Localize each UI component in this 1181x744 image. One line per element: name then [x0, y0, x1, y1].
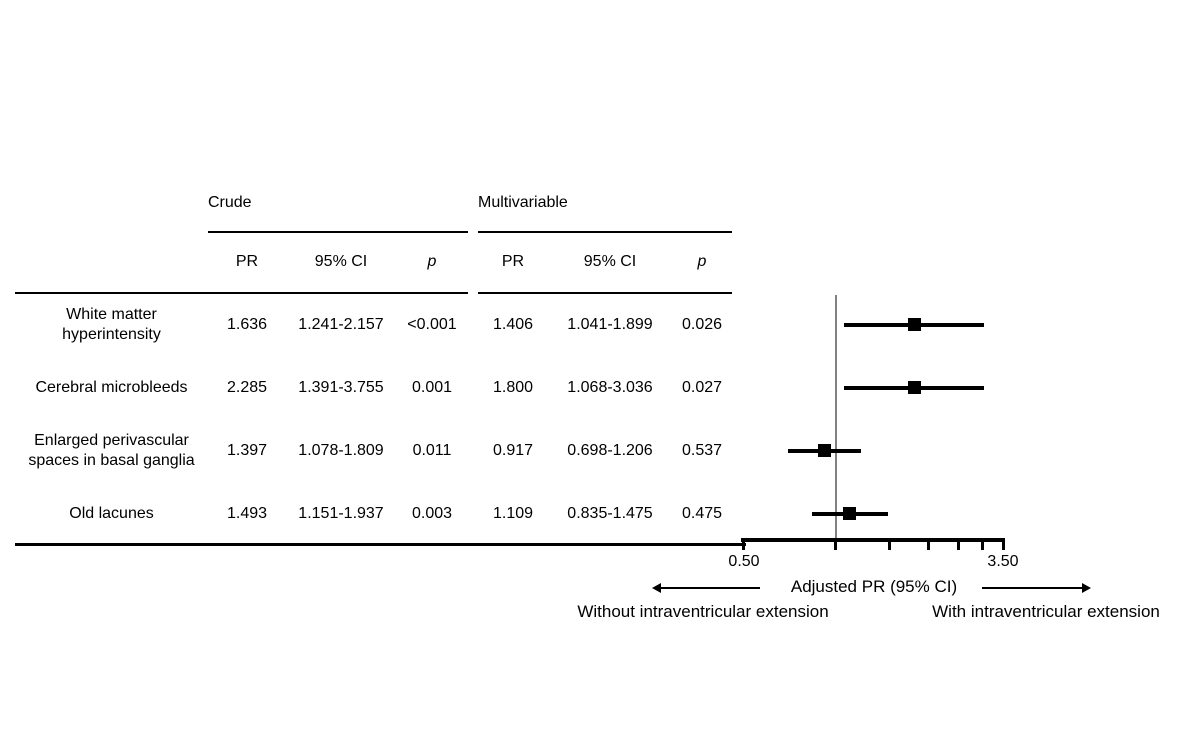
header-rule-left — [15, 292, 468, 294]
multi-ci-value: 0.835-1.475 — [567, 504, 653, 522]
multi-p-value: 0.537 — [681, 441, 723, 459]
multi-pr-value: 1.800 — [492, 378, 534, 396]
multi-ci-value: 0.698-1.206 — [567, 441, 653, 459]
axis-tick — [741, 538, 745, 550]
col-header-crude-p: p — [427, 252, 437, 270]
multi-p-value: 0.027 — [681, 378, 723, 396]
axis-tick — [980, 538, 984, 550]
summary-table: Crude Multivariable PR 95% CI p PR 95% C… — [15, 186, 746, 548]
x-axis — [741, 538, 1005, 542]
multi-pr-value: 0.917 — [492, 441, 534, 459]
table-bottom-rule — [15, 543, 746, 546]
axis-tick — [926, 538, 930, 550]
table-row: Cerebral microbleeds 2.285 1.391-3.755 0… — [15, 356, 732, 419]
point-square — [817, 444, 831, 457]
multi-pr-value: 1.109 — [492, 504, 534, 522]
point-square — [907, 318, 921, 331]
table-row: Old lacunes 1.493 1.151-1.937 0.003 1.10… — [15, 482, 732, 545]
crude-pr-value: 1.493 — [226, 504, 268, 522]
left-arrow-icon — [652, 583, 661, 593]
col-header-multi-ci: 95% CI — [583, 252, 637, 270]
row-label: White matter hyperintensity — [62, 305, 161, 343]
crude-p-value: 0.011 — [412, 441, 452, 459]
multi-p-value: 0.475 — [681, 504, 723, 522]
multi-pr-value: 1.406 — [492, 315, 534, 333]
col-header-multi-pr: PR — [501, 252, 525, 270]
direction-label-left: Without intraventricular extension — [577, 602, 829, 621]
col-header-crude-pr: PR — [235, 252, 259, 270]
direction-label-right: With intraventricular extension — [932, 602, 1160, 621]
header-rule-right — [478, 292, 732, 294]
crude-p-value: <0.001 — [407, 315, 457, 333]
axis-tick — [834, 538, 838, 550]
axis-max-label: 3.50 — [987, 553, 1019, 570]
crude-ci-value: 1.078-1.809 — [298, 441, 384, 459]
group-header-crude: Crude — [208, 194, 252, 211]
multi-ci-value: 1.041-1.899 — [567, 315, 653, 333]
axis-min-label: 0.50 — [728, 553, 760, 570]
row-label: Cerebral microbleeds — [35, 378, 188, 396]
point-square — [907, 381, 921, 394]
crude-ci-value: 1.391-3.755 — [298, 378, 384, 396]
point-square — [842, 507, 856, 520]
crude-ci-value: 1.151-1.937 — [298, 504, 384, 522]
crude-ci-value: 1.241-2.157 — [298, 315, 384, 333]
row-label: Old lacunes — [69, 504, 154, 522]
row-label: Enlarged perivascular spaces in basal ga… — [28, 431, 195, 469]
multi-p-value: 0.026 — [681, 315, 723, 333]
left-arrow-line — [660, 587, 760, 589]
right-arrow-icon — [1082, 583, 1091, 593]
crude-p-value: 0.001 — [411, 378, 453, 396]
table-row: Enlarged perivascular spaces in basal ga… — [15, 419, 732, 482]
axis-tick — [956, 538, 960, 550]
multi-ci-value: 1.068-3.036 — [567, 378, 653, 396]
crude-pr-value: 2.285 — [226, 378, 268, 396]
col-header-multi-p: p — [697, 252, 707, 270]
table-row: White matter hyperintensity 1.636 1.241-… — [15, 293, 732, 356]
crude-group-rule — [208, 231, 468, 233]
axis-tick — [888, 538, 892, 550]
col-header-crude-ci: 95% CI — [314, 252, 368, 270]
x-axis-title: Adjusted PR (95% CI) — [790, 577, 958, 596]
reference-line — [834, 295, 837, 545]
crude-pr-value: 1.397 — [226, 441, 268, 459]
crude-pr-value: 1.636 — [226, 315, 268, 333]
column-header-row: PR 95% CI p PR 95% CI p — [15, 231, 732, 292]
right-arrow-line — [982, 587, 1082, 589]
multivariable-group-rule — [478, 231, 732, 233]
group-header-multivariable: Multivariable — [478, 194, 568, 211]
crude-p-value: 0.003 — [411, 504, 453, 522]
axis-tick — [1001, 538, 1005, 550]
